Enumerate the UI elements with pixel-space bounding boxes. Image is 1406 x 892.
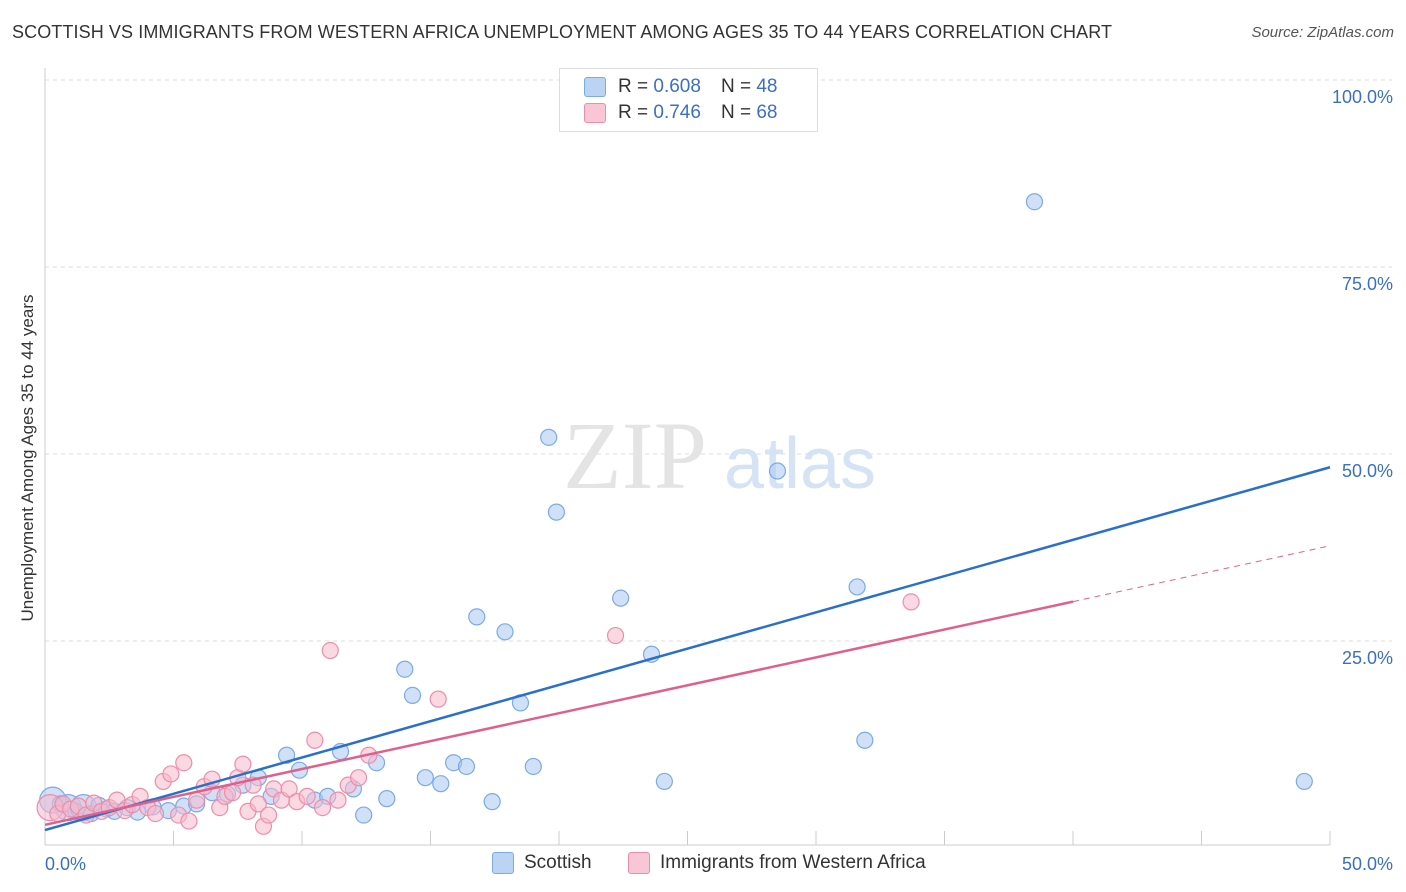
watermark: ZIP atlas: [563, 402, 876, 509]
point-scottish: [496, 623, 514, 641]
point-scottish: [483, 793, 501, 811]
watermark-atlas: atlas: [724, 424, 876, 504]
point-immigrants: [306, 731, 324, 749]
point-immigrants: [429, 690, 447, 708]
legend-n-value: 68: [756, 102, 778, 123]
point-scottish: [396, 660, 414, 678]
point-immigrants: [249, 795, 267, 813]
watermark-zip: ZIP: [563, 402, 707, 509]
point-scottish: [547, 503, 566, 521]
legend-label-immigrants: Immigrants from Western Africa: [660, 852, 926, 873]
point-scottish: [403, 686, 422, 705]
legend-swatch-immigrants: [584, 103, 606, 123]
legend-label-scottish: Scottish: [524, 852, 592, 873]
point-scottish: [856, 731, 874, 749]
point-immigrants: [280, 780, 298, 798]
point-scottish: [277, 746, 296, 764]
point-scottish: [355, 806, 373, 824]
y-tick-label: 75.0%: [1342, 274, 1393, 294]
axes: [44, 68, 1331, 846]
point-immigrants: [146, 804, 165, 823]
legend-r-value: 0.608: [653, 76, 701, 97]
legend-item-immigrants: Immigrants from Western Africa: [628, 852, 926, 874]
series-legend: Scottish Immigrants from Western Africa: [0, 852, 1406, 878]
tick-labels: 25.0% 50.0% 75.0% 100.0% 0.0% 50.0%: [45, 87, 1393, 874]
point-immigrants: [329, 791, 347, 809]
source-credit: Source: ZipAtlas.com: [1251, 24, 1394, 41]
chart-title: SCOTTISH VS IMMIGRANTS FROM WESTERN AFRI…: [12, 22, 1113, 42]
point-scottish: [768, 462, 787, 480]
legend-n-value: 48: [756, 76, 778, 97]
y-tick-label: 100.0%: [1332, 87, 1393, 107]
point-scottish: [416, 769, 434, 787]
point-immigrants: [298, 787, 316, 805]
point-scottish: [1025, 193, 1044, 211]
legend-n-label: N =: [720, 102, 752, 123]
point-immigrants: [259, 806, 278, 824]
point-scottish: [432, 775, 450, 793]
y-tick-label: 50.0%: [1342, 461, 1393, 481]
trend-line-immigrants-extension: [1072, 545, 1331, 603]
legend-item-scottish: Scottish: [492, 852, 592, 874]
point-scottish: [468, 608, 486, 626]
point-immigrants: [224, 784, 242, 802]
gridlines: [45, 79, 1392, 642]
legend-r-label: R =: [618, 102, 649, 123]
trend-lines: [44, 466, 1331, 832]
point-scottish: [1295, 772, 1313, 791]
data-points: [36, 193, 1313, 835]
point-immigrants: [321, 641, 339, 660]
point-immigrants: [313, 798, 332, 817]
point-scottish: [378, 790, 396, 808]
point-immigrants: [349, 769, 368, 787]
point-scottish: [612, 589, 630, 607]
legend-row-immigrants: R = 0.746 N = 68: [584, 101, 777, 125]
point-scottish: [457, 757, 476, 776]
point-scottish: [524, 757, 542, 776]
point-scottish: [655, 772, 673, 791]
point-scottish: [540, 428, 558, 446]
point-immigrants: [175, 754, 193, 772]
stats-legend: R = 0.608 N = 48 R = 0.746 N = 68: [559, 68, 818, 132]
point-immigrants: [902, 593, 920, 611]
x-tick-label: 0.0%: [45, 854, 86, 874]
x-tick-label: 50.0%: [1342, 854, 1393, 874]
y-tick-label: 25.0%: [1342, 648, 1393, 668]
legend-swatch-immigrants: [628, 852, 650, 874]
trend-line-immigrants: [44, 600, 1074, 827]
point-immigrants: [234, 755, 252, 773]
legend-r-value: 0.746: [653, 102, 701, 123]
legend-row-scottish: R = 0.608 N = 48: [584, 75, 777, 99]
point-immigrants: [606, 626, 625, 645]
point-immigrants: [162, 765, 180, 783]
point-scottish: [848, 578, 866, 596]
legend-swatch-scottish: [584, 77, 606, 97]
trend-line-scottish: [44, 466, 1331, 832]
legend-n-label: N =: [720, 76, 752, 97]
point-immigrants: [180, 812, 198, 830]
legend-swatch-scottish: [492, 852, 514, 874]
legend-r-label: R =: [618, 76, 649, 97]
